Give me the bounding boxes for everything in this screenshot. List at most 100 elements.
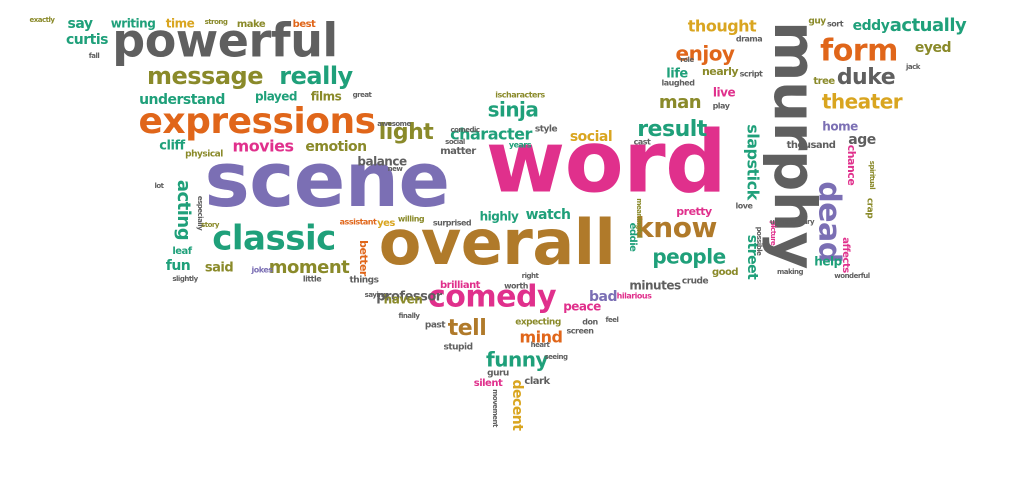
cloud-word-live: live (713, 86, 736, 100)
cloud-word-tell: tell (448, 316, 487, 341)
cloud-word-highly: highly (480, 210, 519, 224)
cloud-word-sort: sort (827, 20, 844, 29)
cloud-word-great: great (353, 91, 373, 99)
cloud-word-man: man (659, 92, 701, 113)
cloud-word-screen: screen (567, 327, 595, 336)
cloud-word-making: making (777, 268, 804, 276)
cloud-word-really: really (279, 62, 353, 90)
cloud-word-best: best (293, 19, 316, 30)
cloud-word-drama: drama (736, 35, 762, 44)
cloud-word-social: social (445, 138, 465, 146)
cloud-word-haven: haven (384, 293, 423, 307)
cloud-word-movies: movies (233, 137, 294, 156)
cloud-word-result: result (637, 117, 708, 142)
cloud-word-cliff: cliff (159, 139, 185, 154)
cloud-word-brilliant: brilliant (440, 280, 481, 291)
cloud-word-story: story (201, 221, 220, 229)
cloud-word-powerful: powerful (112, 14, 337, 68)
cloud-word-thought: thought (688, 17, 757, 36)
cloud-word-right: right (522, 272, 540, 280)
cloud-word-dead: dead (812, 181, 847, 263)
cloud-word-comedy: comedy (428, 280, 557, 315)
cloud-word-affects: affects (840, 237, 851, 273)
cloud-word-don: don (582, 318, 598, 327)
cloud-word-spiritual: spiritual (868, 161, 876, 189)
cloud-word-feel: feel (606, 316, 619, 324)
cloud-word-chance: chance (845, 145, 858, 186)
cloud-word-movement: movement (491, 389, 499, 428)
cloud-word-emotion: emotion (305, 139, 366, 155)
cloud-word-understand: understand (139, 92, 225, 108)
cloud-word-guru: guru (487, 369, 509, 379)
cloud-word-time: time (166, 17, 195, 31)
cloud-word-worth: worth (504, 282, 529, 291)
cloud-word-jack: jack (905, 63, 921, 71)
cloud-word-scene: scene (205, 135, 450, 224)
cloud-word-picture: picture (769, 221, 777, 246)
cloud-word-matter: matter (440, 146, 476, 157)
cloud-word-balance: balance (357, 155, 407, 169)
cloud-word-duke: duke (837, 65, 895, 90)
cloud-word-especially: especially (196, 196, 204, 231)
cloud-word-word: word (486, 112, 727, 212)
cloud-word-clark: clark (524, 376, 550, 387)
cloud-word-nearly: nearly (702, 65, 738, 78)
cloud-word-finally: finally (398, 312, 420, 320)
cloud-word-role: role (680, 56, 694, 64)
cloud-word-cast: cast (634, 138, 651, 147)
cloud-word-tree: tree (813, 76, 835, 87)
cloud-word-life: life (666, 67, 688, 82)
cloud-word-eyed: eyed (915, 40, 951, 56)
cloud-word-social: social (570, 129, 612, 145)
cloud-word-love: love (736, 202, 754, 211)
cloud-word-professor: professor (376, 290, 443, 305)
cloud-word-yes: yes (377, 218, 395, 229)
cloud-word-years: years (509, 141, 532, 150)
cloud-word-fall: fall (89, 52, 100, 60)
cloud-word-say: say (68, 16, 93, 32)
cloud-word-good: good (712, 267, 738, 278)
cloud-word-assistant: assistant (340, 218, 377, 227)
cloud-word-message: message (147, 62, 263, 90)
cloud-word-fun: fun (166, 258, 191, 274)
cloud-word-writing: writing (111, 17, 156, 31)
cloud-word-wonderful: wonderful (834, 272, 869, 280)
cloud-word-eddy: eddy (853, 18, 890, 34)
cloud-word-laughed: laughed (662, 79, 696, 88)
cloud-word-expressions: expressions (138, 101, 375, 142)
cloud-word-slapstick: slapstick (744, 124, 763, 200)
cloud-word-peace: peace (563, 300, 601, 314)
cloud-word-moment: moment (269, 257, 350, 278)
cloud-word-eddie: eddie (627, 223, 638, 253)
cloud-word-guy: guy (808, 17, 826, 27)
cloud-word-comedic: comedic (450, 126, 479, 134)
cloud-word-said: said (205, 261, 233, 276)
cloud-word-slightly: slightly (172, 275, 198, 283)
cloud-word-enjoy: enjoy (676, 42, 735, 66)
cloud-word-script: script (740, 70, 763, 79)
cloud-word-strong: strong (205, 18, 228, 26)
cloud-word-help: help (814, 255, 842, 269)
cloud-word-new: new (388, 165, 404, 173)
cloud-word-better: better (357, 240, 370, 277)
cloud-word-people: people (652, 245, 725, 269)
cloud-word-willing: willing (398, 215, 425, 224)
cloud-word-character: character (450, 125, 532, 144)
cloud-word-bad: bad (589, 289, 617, 305)
cloud-word-unnecessary: unnecessary (770, 218, 815, 226)
cloud-word-heart: heart (531, 341, 551, 349)
cloud-word-decent: decent (509, 380, 525, 432)
cloud-word-surprised: surprised (433, 219, 472, 228)
cloud-word-murphy: murphy (761, 21, 829, 269)
cloud-word-home: home (822, 120, 858, 134)
cloud-word-thousand: thousand (787, 140, 836, 151)
cloud-word-form: form (820, 34, 898, 69)
cloud-word-meaningful: meaningful (635, 198, 643, 238)
cloud-word-past: past (425, 321, 446, 331)
cloud-word-theater: theater (822, 90, 903, 114)
cloud-word-played: played (255, 90, 297, 104)
cloud-word-crude: crude (682, 277, 709, 287)
cloud-word-watch: watch (526, 207, 571, 223)
cloud-word-leaf: leaf (172, 246, 192, 257)
